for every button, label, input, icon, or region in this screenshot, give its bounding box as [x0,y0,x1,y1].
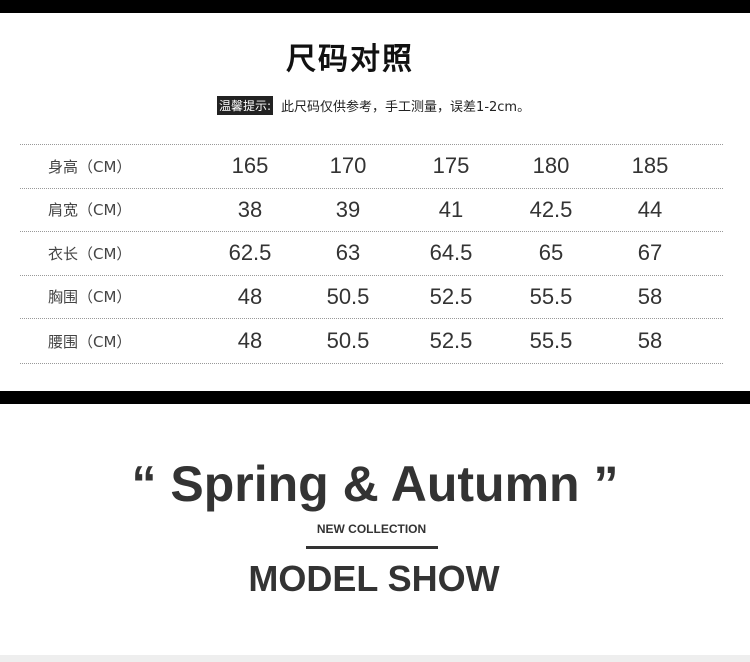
size-chart-title: 尺码对照 [286,42,414,77]
table-cell: 55.5 [529,283,573,309]
table-cell: 58 [637,283,663,309]
table-cell: 185 [631,153,669,179]
size-tip: 温馨提示: 此尺码仅供参考，手工测量，误差1-2cm。 [217,96,530,115]
table-cell: 175 [432,153,470,179]
section-divider-bar [0,391,750,404]
tip-tag: 温馨提示: [217,96,274,115]
table-cell: 50.5 [326,283,370,309]
table-cell: 62.5 [228,240,272,266]
table-row: 肩宽（CM） 38 39 41 42.5 44 [20,187,723,232]
table-cell: 170 [329,153,367,179]
table-cell: 41 [438,196,464,222]
table-cell: 165 [231,153,269,179]
table-cell: 58 [637,328,663,353]
row-label: 腰围（CM） [48,332,132,351]
table-cell: 67 [637,240,663,266]
table-row: 腰围（CM） 48 50.5 52.5 55.5 58 [20,318,723,364]
footer-strip [0,655,750,662]
headline: “ Spring & Autumn ” [131,456,619,512]
row-label: 衣长（CM） [48,244,132,263]
table-cell: 55.5 [529,328,573,353]
tip-text: 此尺码仅供参考，手工测量，误差1-2cm。 [281,100,531,115]
table-cell: 44 [637,196,663,222]
size-table: 身高（CM） 165 170 175 180 185 肩宽（CM） 38 39 41 42.5 44 衣… [20,144,723,364]
table-cell: 52.5 [429,283,473,309]
row-label: 身高（CM） [48,157,132,176]
table-cell: 42.5 [529,196,573,222]
table-cell: 64.5 [429,240,473,266]
table-cell: 180 [532,153,570,179]
table-cell: 38 [237,196,263,222]
table-cell: 48 [237,328,263,353]
table-row: 衣长（CM） 62.5 63 64.5 65 67 [20,231,723,275]
divider-rule [306,546,438,549]
table-row: 身高（CM） 165 170 175 180 185 [20,144,723,188]
table-row: 胸围（CM） 48 50.5 52.5 55.5 58 [20,274,723,319]
table-cell: 50.5 [326,328,370,353]
table-cell: 65 [538,240,564,266]
new-collection-subtitle: NEW COLLECTION [316,522,427,536]
row-label: 胸围（CM） [48,288,132,307]
table-cell: 52.5 [429,328,473,353]
table-cell: 48 [237,283,263,309]
model-show-title: MODEL SHOW [248,558,500,599]
row-label: 肩宽（CM） [48,201,132,220]
table-cell: 39 [335,196,361,222]
top-divider-bar [0,0,750,13]
table-cell: 63 [335,240,361,266]
